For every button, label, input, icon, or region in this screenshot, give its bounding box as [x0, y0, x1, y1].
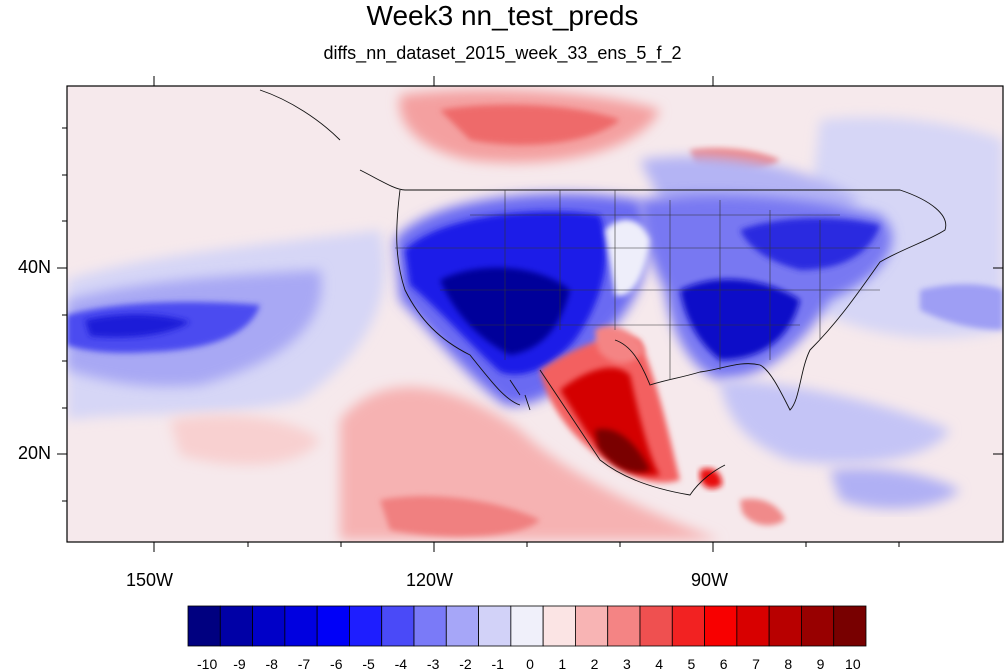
colorbar-label: -5 [362, 656, 375, 672]
colorbar-swatch [478, 605, 512, 647]
anomaly-field [67, 86, 1003, 542]
colorbar-swatch [187, 605, 221, 647]
colorbar-swatch [510, 605, 544, 647]
colorbar-label: 3 [622, 656, 631, 672]
colorbar-swatch [316, 605, 350, 647]
colorbar-label: 8 [784, 656, 793, 672]
colorbar-label: -6 [330, 656, 343, 672]
colorbar-label: -1 [491, 656, 504, 672]
colorbar-label: 10 [845, 656, 861, 672]
colorbar-label: 0 [526, 656, 534, 672]
lat-label-20n: 20N [18, 443, 52, 463]
map-subtitle: diffs_nn_dataset_2015_week_33_ens_5_f_2 [323, 43, 682, 63]
colorbar-label: -2 [459, 656, 472, 672]
map-title: Week3 nn_test_preds [366, 0, 639, 31]
colorbar-swatch [413, 605, 447, 647]
colorbar-swatch [381, 605, 415, 647]
colorbar-swatch [801, 605, 835, 647]
lon-label-120w: 120W [406, 570, 454, 590]
colorbar-swatch [349, 605, 383, 647]
colorbar-label: -7 [297, 656, 311, 672]
lat-label-40n: 40N [18, 257, 52, 277]
colorbar-label: 6 [719, 656, 728, 672]
colorbar-swatch [639, 605, 673, 647]
colorbar-swatch [671, 605, 705, 647]
colorbar-label: 7 [752, 656, 760, 672]
lon-label-150w: 150W [126, 570, 174, 590]
colorbar-swatch [704, 605, 738, 647]
colorbar-label: 2 [590, 656, 599, 672]
colorbar-label: 4 [655, 656, 664, 672]
colorbar-label: 9 [816, 656, 825, 672]
map-frame [66, 85, 1004, 543]
colorbar-label: -10 [197, 656, 218, 672]
lon-label-90w: 90W [691, 570, 729, 590]
colorbar-label: 5 [687, 656, 696, 672]
axis-ticks [57, 76, 1003, 552]
colorbar-label: -8 [265, 656, 278, 672]
political-borders [395, 190, 880, 380]
colorbar-label: -4 [394, 656, 408, 672]
colorbar-swatch [219, 605, 253, 647]
colorbar-label: -3 [426, 656, 440, 672]
colorbar-swatch [575, 605, 609, 647]
colorbar [187, 605, 867, 647]
colorbar-swatch [768, 605, 802, 647]
colorbar-swatch [833, 605, 867, 647]
colorbar-swatch [607, 605, 641, 647]
colorbar-swatch [542, 605, 576, 647]
colorbar-label: 1 [558, 656, 567, 672]
colorbar-swatch [284, 605, 318, 647]
colorbar-swatch [445, 605, 479, 647]
colorbar-swatch [252, 605, 286, 647]
colorbar-label: -9 [233, 656, 246, 672]
colorbar-swatch [736, 605, 770, 647]
